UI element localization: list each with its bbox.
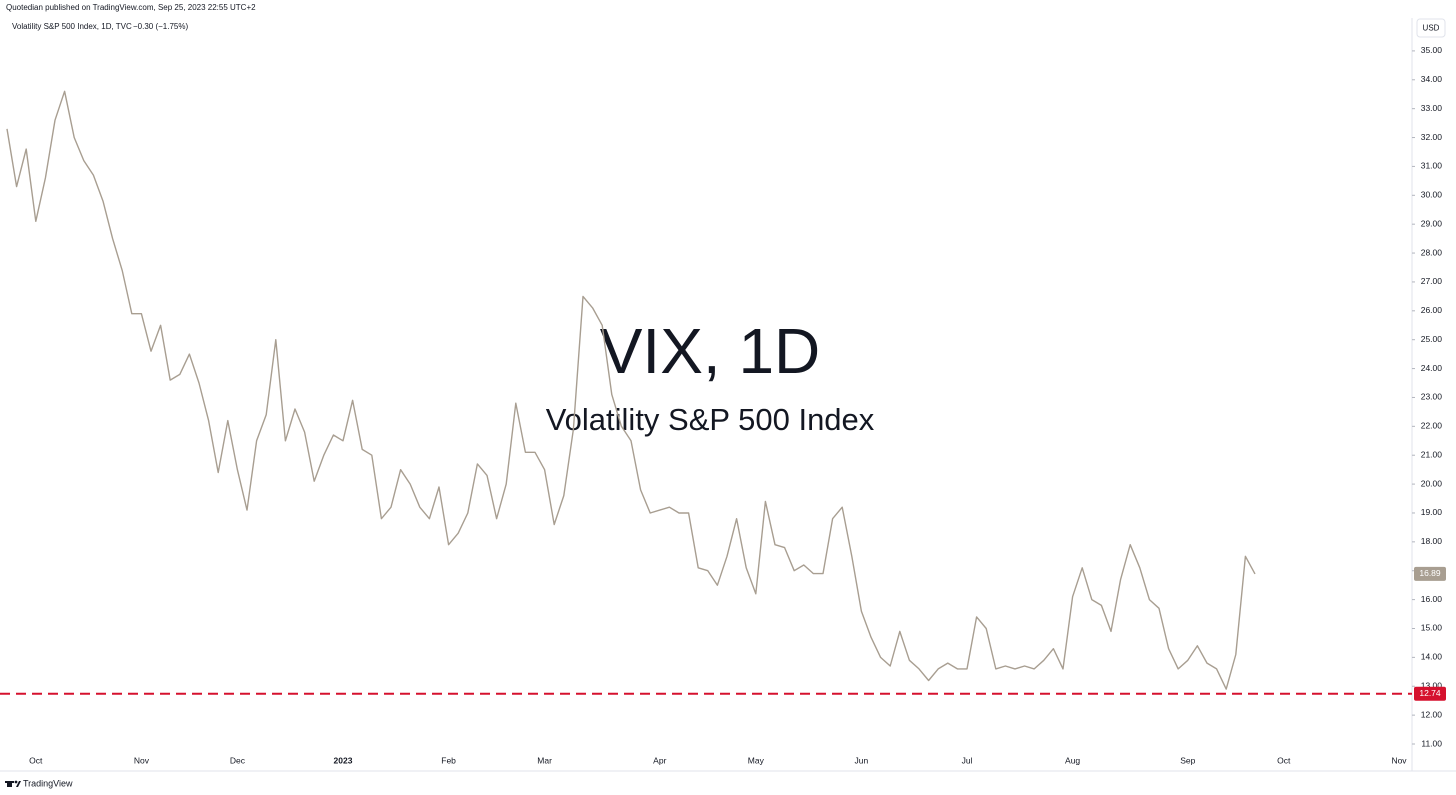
y-tick-label: 12.00 — [1421, 709, 1443, 719]
y-tick-label: 15.00 — [1421, 623, 1443, 633]
price-line — [6, 90, 1256, 690]
y-tick-label: 22.00 — [1421, 421, 1443, 431]
y-tick-label: 20.00 — [1421, 478, 1443, 488]
y-tick-label: 14.00 — [1421, 652, 1443, 662]
x-tick-label: Feb — [441, 755, 456, 765]
logo-part — [5, 781, 14, 783]
watermark-subtitle: Volatility S&P 500 Index — [546, 402, 875, 437]
currency-button[interactable] — [1416, 18, 1446, 38]
x-tick-label: Oct — [29, 755, 43, 765]
last-price-label: 16.89 — [1419, 568, 1441, 578]
legend-change: −0.30 (−1.75%) — [133, 22, 188, 31]
x-tick-label: May — [748, 755, 765, 765]
tradingview-logo — [5, 780, 21, 787]
y-tick-label: 29.00 — [1421, 218, 1443, 228]
x-tick-label: Aug — [1065, 755, 1080, 765]
footer-brand: TradingView — [23, 778, 73, 788]
y-tick-label: 18.00 — [1421, 536, 1443, 546]
y-tick-label: 27.00 — [1421, 276, 1443, 286]
legend-title: Volatility S&P 500 Index, 1D, TVC — [12, 22, 132, 31]
y-tick-label: 34.00 — [1421, 74, 1443, 84]
y-tick-label: 23.00 — [1421, 392, 1443, 402]
x-tick-label: Sep — [1180, 755, 1195, 765]
publisher-note: Quotedian published on TradingView.com, … — [6, 3, 256, 12]
y-tick-label: 31.00 — [1421, 161, 1443, 171]
y-tick-label: 13.00 — [1421, 680, 1443, 690]
reference-box — [1414, 686, 1446, 701]
watermark: VIX, 1D — [600, 315, 821, 387]
y-tick-label: 28.00 — [1421, 247, 1443, 257]
x-tick-label: Jun — [855, 755, 869, 765]
last-price-box — [1414, 566, 1446, 581]
logo-part — [14, 780, 18, 784]
reference-label: 12.74 — [1419, 688, 1441, 698]
x-tick-label: Nov — [134, 755, 150, 765]
y-tick-label: 21.00 — [1421, 449, 1443, 459]
y-tick-label: 30.00 — [1421, 190, 1443, 200]
y-tick-label: 25.00 — [1421, 334, 1443, 344]
logo-part — [16, 781, 21, 787]
y-tick-label: 35.00 — [1421, 45, 1443, 55]
y-tick-label: 24.00 — [1421, 363, 1443, 373]
x-tick-label: Mar — [537, 755, 552, 765]
x-tick-label: Dec — [230, 755, 246, 765]
x-tick-label: 2023 — [334, 755, 353, 765]
y-tick-label: 26.00 — [1421, 305, 1443, 315]
x-tick-label: Jul — [962, 755, 973, 765]
x-tick-label: Nov — [1391, 755, 1407, 765]
y-tick-label: 19.00 — [1421, 507, 1443, 517]
x-tick-label: Apr — [653, 755, 666, 765]
y-tick-label: 16.00 — [1421, 594, 1443, 604]
y-tick-label: 33.00 — [1421, 103, 1443, 113]
x-tick-label: Oct — [1277, 755, 1291, 765]
y-tick-label: 32.00 — [1421, 132, 1443, 142]
logo-part — [7, 781, 12, 787]
y-tick-label: 11.00 — [1421, 738, 1442, 748]
currency-label[interactable]: USD — [1423, 24, 1440, 33]
